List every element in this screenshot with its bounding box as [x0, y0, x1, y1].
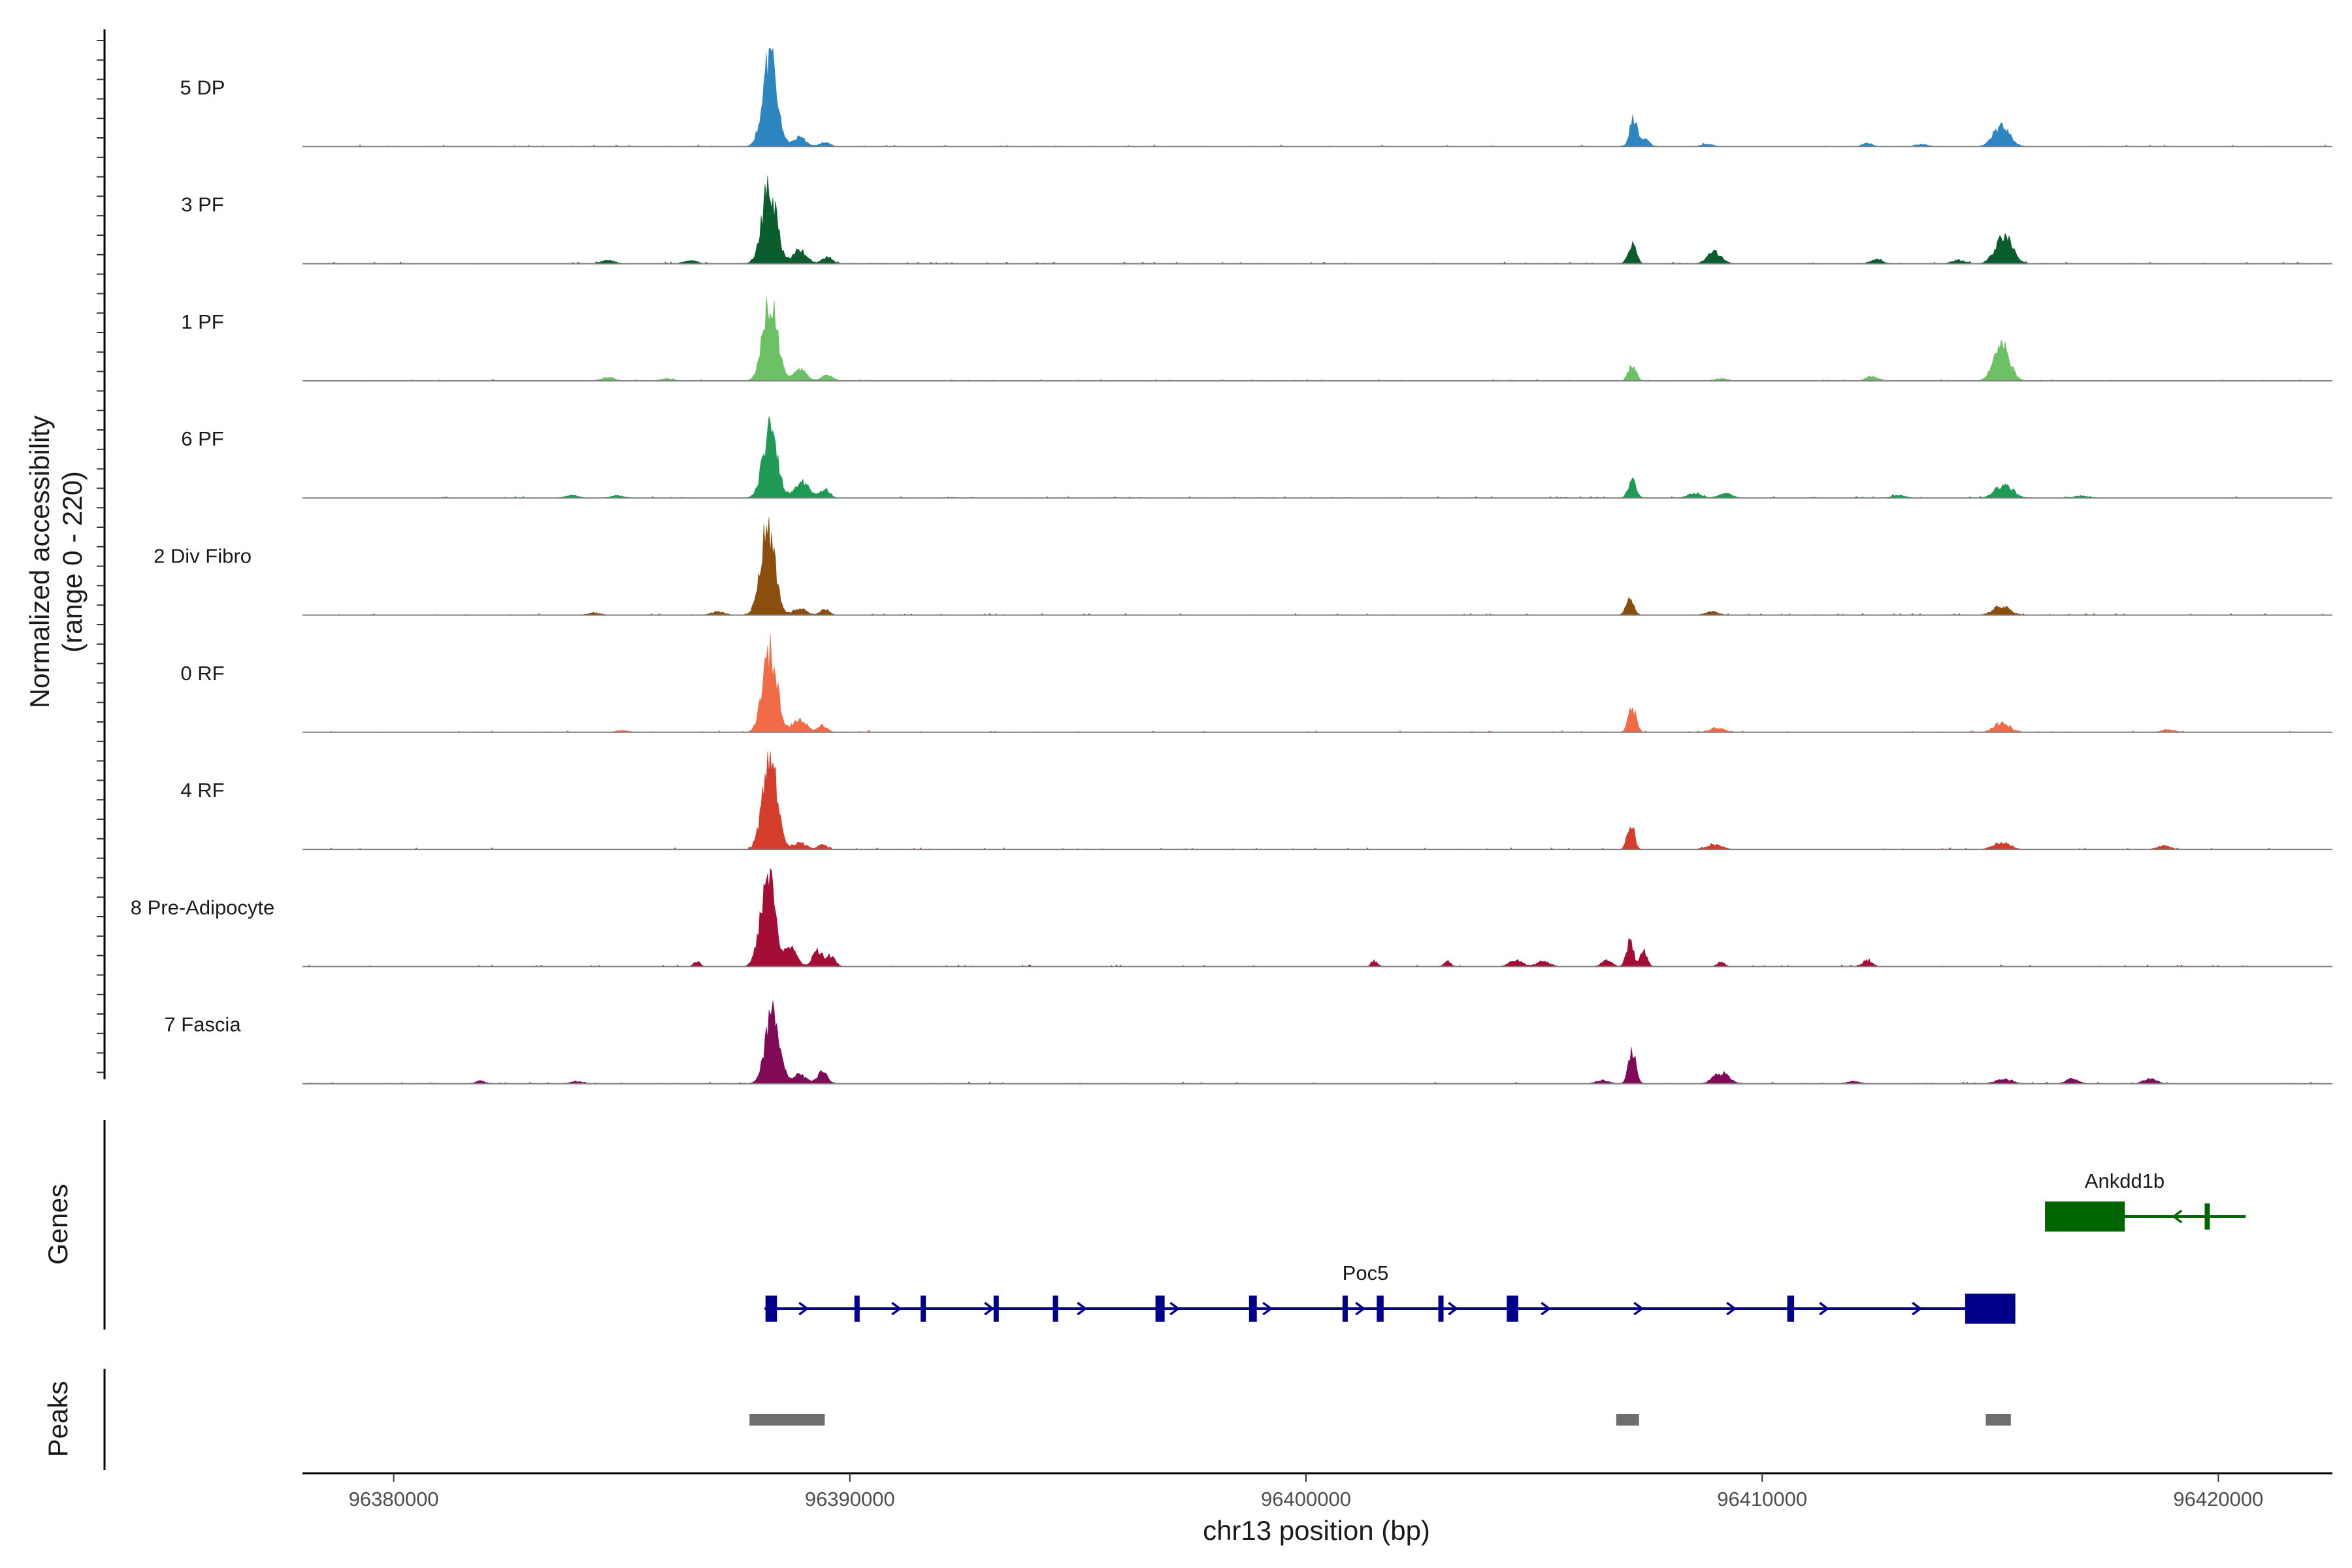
strand-chevron [1726, 1301, 1737, 1316]
peaks-axis-label: Peaks [42, 1381, 73, 1458]
track-8-pre-adipocyte: 8 Pre-Adipocyte [131, 868, 2332, 968]
genes-axis-label: Genes [42, 1184, 73, 1265]
x-axis-title: chr13 position (bp) [1203, 1515, 1430, 1546]
coverage-area [302, 634, 2332, 733]
y-axis-subtitle: (range 0 - 220) [57, 471, 88, 653]
gene-exon [1249, 1296, 1257, 1322]
gene-exon [921, 1296, 926, 1322]
coverage-area [302, 517, 2332, 615]
strand-chevron [1448, 1301, 1459, 1316]
accessibility-panel: Normalized accessibility (range 0 - 220)… [24, 29, 2332, 1085]
coverage-area [302, 297, 2332, 382]
gene-exon [1438, 1296, 1444, 1322]
track-3-pf: 3 PF [181, 175, 2332, 265]
x-tick-label: 96420000 [2173, 1488, 2263, 1511]
strand-chevron [1355, 1301, 1366, 1316]
strand-chevron [1169, 1301, 1181, 1316]
track-label: 2 Div Fibro [154, 545, 252, 568]
track-2-div-fibro: 2 Div Fibro [154, 517, 2332, 616]
gene-exon [993, 1296, 999, 1322]
x-tick-label: 96400000 [1261, 1488, 1351, 1511]
x-tick-label: 96390000 [805, 1488, 895, 1511]
track-label: 1 PF [181, 310, 223, 333]
strand-chevron [1541, 1301, 1552, 1316]
coverage-area [302, 48, 2332, 147]
gene-exon [1155, 1296, 1165, 1322]
track-label: 5 DP [180, 76, 225, 99]
track-5-dp: 5 DP [180, 48, 2332, 148]
coverage-area [302, 751, 2332, 850]
track-0-rf: 0 RF [180, 634, 2332, 733]
coverage-area [302, 1000, 2332, 1085]
track-label: 8 Pre-Adipocyte [131, 896, 275, 919]
strand-chevron [1077, 1301, 1088, 1316]
strand-chevron [1633, 1301, 1644, 1316]
gene-exon [765, 1296, 777, 1322]
y-axis-title: Normalized accessibility [24, 416, 55, 708]
gene-exon [1787, 1296, 1795, 1322]
x-tick-label: 96380000 [349, 1488, 439, 1511]
x-axis: 96380000 96390000 96400000 96410000 96420000… [302, 1472, 2332, 1546]
track-6-pf: 6 PF [181, 416, 2332, 499]
genes-panel: Genes Ankdd1b Poc5 [42, 1120, 2246, 1330]
strand-chevron [2172, 1209, 2183, 1224]
gene-exon [854, 1296, 860, 1322]
track-7-fascia: 7 Fascia [164, 1000, 2332, 1085]
gene-exon [1053, 1296, 1058, 1322]
gene-exon [1507, 1296, 1518, 1322]
peak-bars [749, 1414, 2011, 1426]
strand-chevron [1912, 1301, 1923, 1316]
track-label: 0 RF [180, 662, 224, 685]
gene-ankdd1b: Ankdd1b [2045, 1169, 2246, 1232]
accessibility-y-axis-ticks [97, 40, 105, 1073]
gene-exon [2045, 1201, 2125, 1232]
coverage-area [302, 175, 2332, 264]
gene-poc5: Poc5 [764, 1262, 2016, 1324]
peak-region [1616, 1414, 1639, 1426]
strand-chevron [891, 1301, 902, 1316]
coverage-area [302, 868, 2332, 967]
track-label: 3 PF [181, 193, 223, 216]
track-label: 7 Fascia [164, 1013, 241, 1036]
gene-label: Poc5 [1343, 1262, 1389, 1284]
gene-label: Ankdd1b [2085, 1169, 2164, 1192]
gene-exon [2204, 1203, 2210, 1230]
strand-chevron [1262, 1301, 1273, 1316]
peaks-panel: Peaks [42, 1369, 2011, 1470]
gene-exon [1342, 1296, 1348, 1322]
gene-exon [1965, 1294, 2016, 1324]
peak-region [749, 1414, 825, 1426]
strand-chevron [984, 1301, 995, 1316]
coverage-tracks: 5 DP 3 PF 1 PF 6 PF 2 Div Fibro 0 RF 4 RF 8 Pre… [131, 48, 2332, 1085]
x-tick-label: 96410000 [1717, 1488, 1807, 1511]
strand-chevron [1819, 1301, 1830, 1316]
gene-models: Ankdd1b Poc5 [764, 1169, 2246, 1324]
track-label: 6 PF [181, 427, 223, 450]
peak-region [1985, 1414, 2011, 1426]
track-label: 4 RF [180, 779, 224, 802]
coverage-area [302, 416, 2332, 498]
track-1-pf: 1 PF [181, 297, 2332, 382]
gene-exon [1377, 1296, 1384, 1322]
track-4-rf: 4 RF [180, 751, 2332, 851]
strand-chevron [798, 1301, 809, 1316]
x-axis-ticks: 96380000 96390000 96400000 96410000 96420000 [349, 1473, 2263, 1511]
